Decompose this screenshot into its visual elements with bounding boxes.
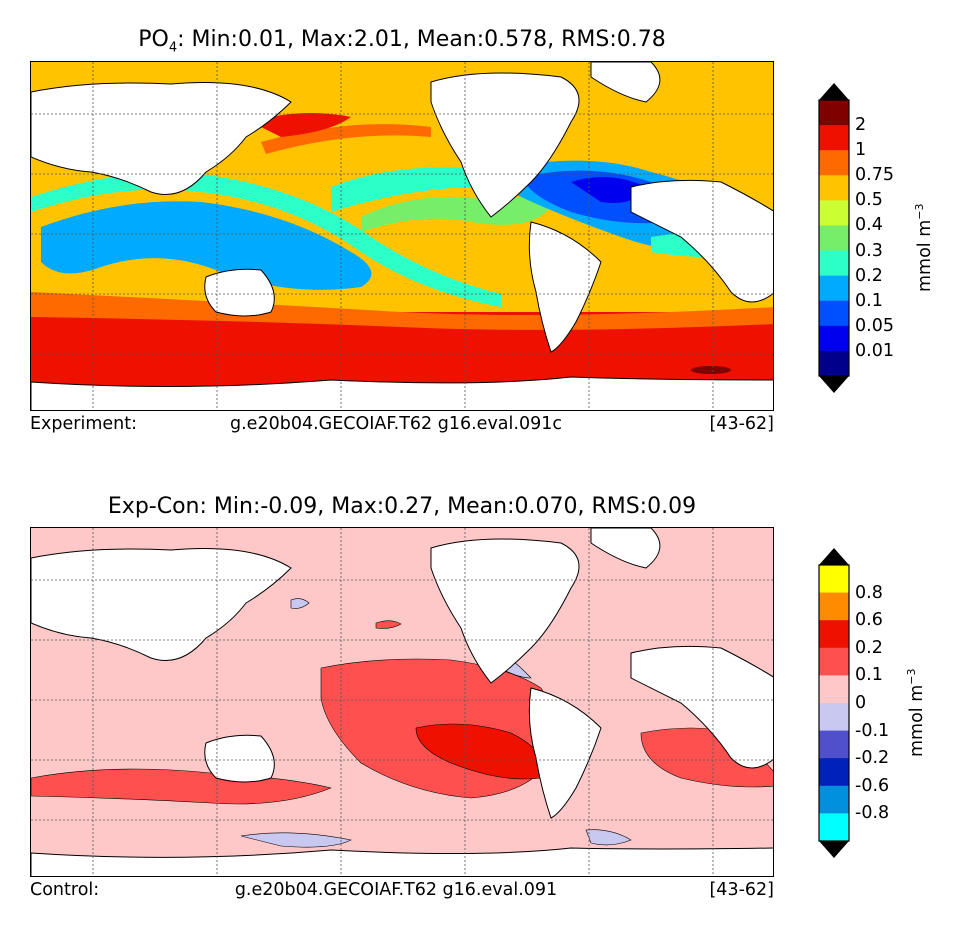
p2-negative-1 — [290, 598, 310, 609]
colorbar-segment — [819, 758, 849, 787]
colorbar-tick-label: 0.3 — [855, 240, 883, 261]
p2-antarctica — [31, 847, 773, 876]
p1-atlantic-low-3 — [571, 177, 646, 203]
p1-north-america — [430, 72, 580, 218]
colorbar-tick-label: 0.6 — [855, 610, 883, 631]
colorbar-segment — [819, 730, 849, 759]
p2-negative-3 — [240, 832, 352, 848]
panel2-map-svg — [31, 528, 773, 876]
panel1-map-svg — [31, 62, 773, 410]
colorbar-segment — [819, 125, 849, 151]
panel1-caption-label: Experiment: — [30, 414, 138, 434]
p1-africa — [630, 179, 773, 303]
colorbar-segment — [819, 100, 849, 126]
colorbar-segment — [819, 592, 849, 621]
panel2-caption-run: g.e20b04.GECOIAF.T62 g16.eval.091 — [234, 880, 558, 900]
colorbar-over-arrow — [819, 83, 849, 100]
colorbar-over-arrow — [819, 548, 849, 565]
colorbar-segment — [819, 325, 849, 352]
p1-weddell-dark — [691, 366, 731, 374]
colorbar-tick-label: 0.1 — [855, 665, 883, 686]
p2-australia — [204, 734, 275, 783]
colorbar-tick-label: 0.05 — [855, 315, 894, 336]
p1-antarctica — [31, 376, 773, 410]
colorbar-segment — [819, 175, 849, 201]
p2-graticule — [31, 528, 773, 876]
colorbar-tick-label: 2 — [855, 115, 867, 136]
colorbar-segment — [819, 647, 849, 676]
p1-graticule — [31, 62, 773, 410]
colorbar-segment — [819, 200, 849, 226]
colorbar-tick-label: 0.75 — [855, 165, 894, 186]
panel2-title: Exp-Con: Min:-0.09, Max:0.27, Mean:0.070… — [107, 494, 697, 519]
colorbar-tick-label: 0 — [855, 693, 867, 713]
panel1-title: PO4: Min:0.01, Max:2.01, Mean:0.578, RMS… — [138, 27, 666, 56]
p1-okhotsk-red — [251, 113, 351, 137]
colorbar-tick-label: -0.1 — [855, 720, 890, 741]
colorbar-tick-label: -0.8 — [855, 803, 890, 824]
colorbar-segment — [819, 250, 849, 277]
colorbar-segment — [819, 150, 849, 176]
panel1-caption-run: g.e20b04.GECOIAF.T62 g16.eval.091c — [230, 414, 562, 434]
colorbar-tick-label: 0.2 — [855, 265, 883, 286]
p1-indopacific-edge — [31, 172, 501, 307]
panel2-colorbar-unit: mmol m−3 — [905, 668, 927, 758]
p2-north-pacific-blob — [375, 620, 402, 629]
panel1-colorbar — [818, 83, 850, 393]
p2-negative-4 — [585, 829, 632, 846]
panel1-map — [30, 61, 774, 411]
colorbar-segment — [819, 703, 849, 732]
p1-greenland — [590, 62, 661, 103]
colorbar-tick-label: 0.8 — [855, 582, 883, 603]
colorbar-under-arrow — [819, 376, 849, 393]
colorbar-segment — [819, 350, 849, 377]
p2-africa — [630, 645, 773, 769]
colorbar-segment — [819, 225, 849, 252]
colorbar-segment — [819, 785, 849, 814]
p1-indopacific-low — [41, 201, 372, 290]
colorbar-tick-label: 0.5 — [855, 190, 883, 211]
colorbar-tick-label: -0.2 — [855, 748, 890, 769]
p2-land — [31, 528, 773, 876]
colorbar-segment — [819, 813, 849, 842]
panel2-caption-label: Control: — [30, 880, 100, 900]
colorbar-tick-label: 1 — [855, 140, 867, 161]
panel1-caption-years: [43-62] — [709, 414, 774, 434]
p2-north-america — [430, 538, 580, 684]
colorbar-segment — [819, 565, 849, 594]
colorbar-tick-label: 0.1 — [855, 290, 883, 311]
p1-land — [31, 62, 773, 410]
colorbar-tick-label: 0.4 — [855, 215, 883, 236]
panel2-caption-years: [43-62] — [709, 880, 774, 900]
p1-arctic — [31, 62, 773, 87]
p1-north-pacific-orange — [261, 124, 431, 154]
p1-australia — [204, 268, 275, 317]
colorbar-tick-label: -0.6 — [855, 775, 890, 796]
colorbar-segment — [819, 675, 849, 704]
colorbar-segment — [819, 620, 849, 649]
colorbar-segment — [819, 300, 849, 327]
colorbar-tick-label: 0.01 — [855, 340, 894, 361]
p2-greenland — [590, 528, 661, 569]
panel2-colorbar — [818, 548, 850, 858]
colorbar-tick-label: 0.2 — [855, 637, 883, 658]
p1-southern-transition — [31, 292, 773, 330]
colorbar-segment — [819, 275, 849, 302]
colorbar-under-arrow — [819, 841, 849, 858]
panel2-map — [30, 527, 774, 877]
panel1-colorbar-unit: mmol m−3 — [913, 203, 935, 293]
